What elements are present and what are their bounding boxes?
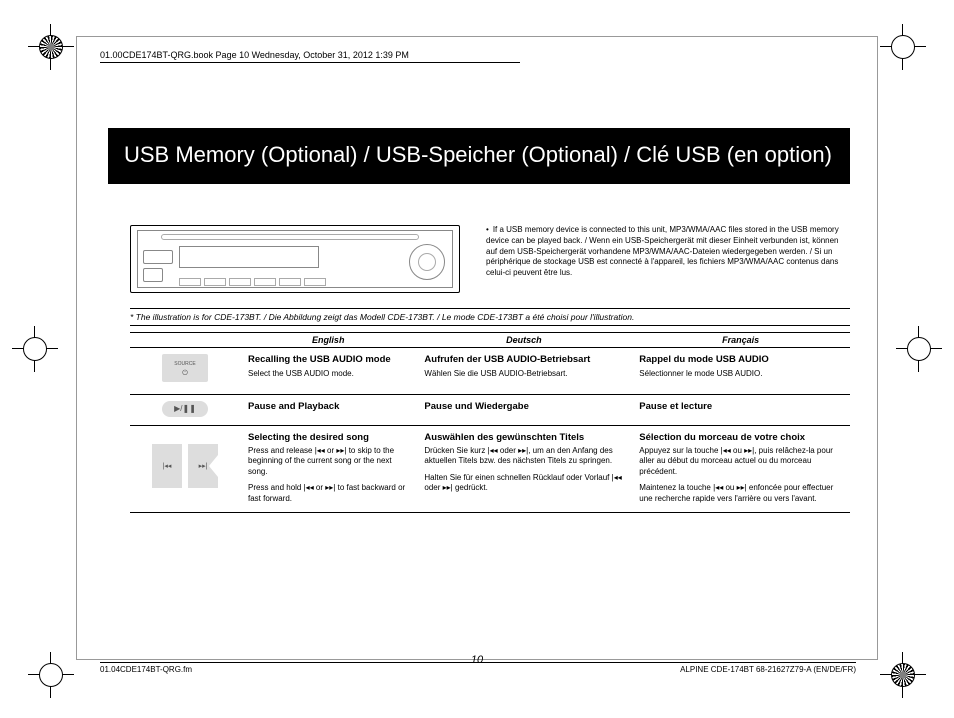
row1-de-body: Wählen Sie die USB AUDIO-Betriebsart. (424, 369, 567, 378)
row1-fr-head: Rappel du mode USB AUDIO (639, 354, 842, 366)
icon-skip: |◂◂ ▸▸| (130, 425, 240, 512)
page-header: 01.00CDE174BT-QRG.book Page 10 Wednesday… (100, 50, 520, 63)
note-text: If a USB memory device is connected to t… (478, 225, 848, 293)
next-button-icon: ▸▸| (188, 444, 218, 488)
icon-playpause: ▶/❚❚ (130, 394, 240, 425)
instruction-table: English Deutsch Français Recalling the U… (130, 332, 850, 513)
row1-en-head: Recalling the USB AUDIO mode (248, 354, 408, 366)
col-francais: Français (631, 333, 850, 348)
row3-en-body1: Press and release |◂◂ or ▸▸| to skip to … (248, 446, 408, 477)
row3-de-body1: Drücken Sie kurz |◂◂ oder ▸▸|, um an den… (424, 446, 623, 467)
footer-left: 01.04CDE174BT-QRG.fm (100, 665, 192, 674)
page-footer: 01.04CDE174BT-QRG.fm ALPINE CDE-174BT 68… (100, 662, 856, 674)
row1-fr-body: Sélectionner le mode USB AUDIO. (639, 369, 762, 378)
icon-source (130, 348, 240, 395)
section-title: USB Memory (Optional) / USB-Speicher (Op… (108, 128, 850, 184)
row1-en-body: Select the USB AUDIO mode. (248, 369, 354, 378)
illustration-row: If a USB memory device is connected to t… (130, 225, 850, 293)
row3-fr-body1: Appuyez sur la touche |◂◂ ou ▸▸|, puis r… (639, 446, 842, 477)
row3-de-head: Auswählen des gewünschten Titels (424, 432, 623, 444)
row3-fr-head: Sélection du morceau de votre choix (639, 432, 842, 444)
row3-en-head: Selecting the desired song (248, 432, 408, 444)
row1-de-head: Aufrufen der USB AUDIO-Betriebsart (424, 354, 623, 366)
crop-mark-left (18, 332, 52, 366)
crop-mark-tr (886, 30, 920, 64)
note-bullet-text: If a USB memory device is connected to t… (486, 225, 848, 279)
row3-fr-body2: Maintenez la touche |◂◂ ou ▸▸| enfoncée … (639, 483, 842, 504)
source-button-icon (162, 354, 208, 382)
play-pause-icon: ▶/❚❚ (162, 401, 208, 417)
row2-en-head: Pause and Playback (248, 401, 408, 413)
footer-right: ALPINE CDE-174BT 68-21627Z79-A (EN/DE/FR… (680, 665, 856, 674)
illustration-caption: * The illustration is for CDE-173BT. / D… (130, 308, 850, 326)
col-english: English (240, 333, 416, 348)
crop-mark-tl (34, 30, 68, 64)
row3-en-body2: Press and hold |◂◂ or ▸▸| to fast backwa… (248, 483, 408, 504)
row2-fr-head: Pause et lecture (639, 401, 842, 413)
stereo-illustration (130, 225, 460, 293)
row3-de-body2: Halten Sie für einen schnellen Rücklauf … (424, 473, 623, 494)
prev-button-icon: |◂◂ (152, 444, 182, 488)
crop-mark-right (902, 332, 936, 366)
section-title-text: USB Memory (Optional) / USB-Speicher (Op… (124, 140, 834, 170)
row2-de-head: Pause und Wiedergabe (424, 401, 623, 413)
col-deutsch: Deutsch (416, 333, 631, 348)
